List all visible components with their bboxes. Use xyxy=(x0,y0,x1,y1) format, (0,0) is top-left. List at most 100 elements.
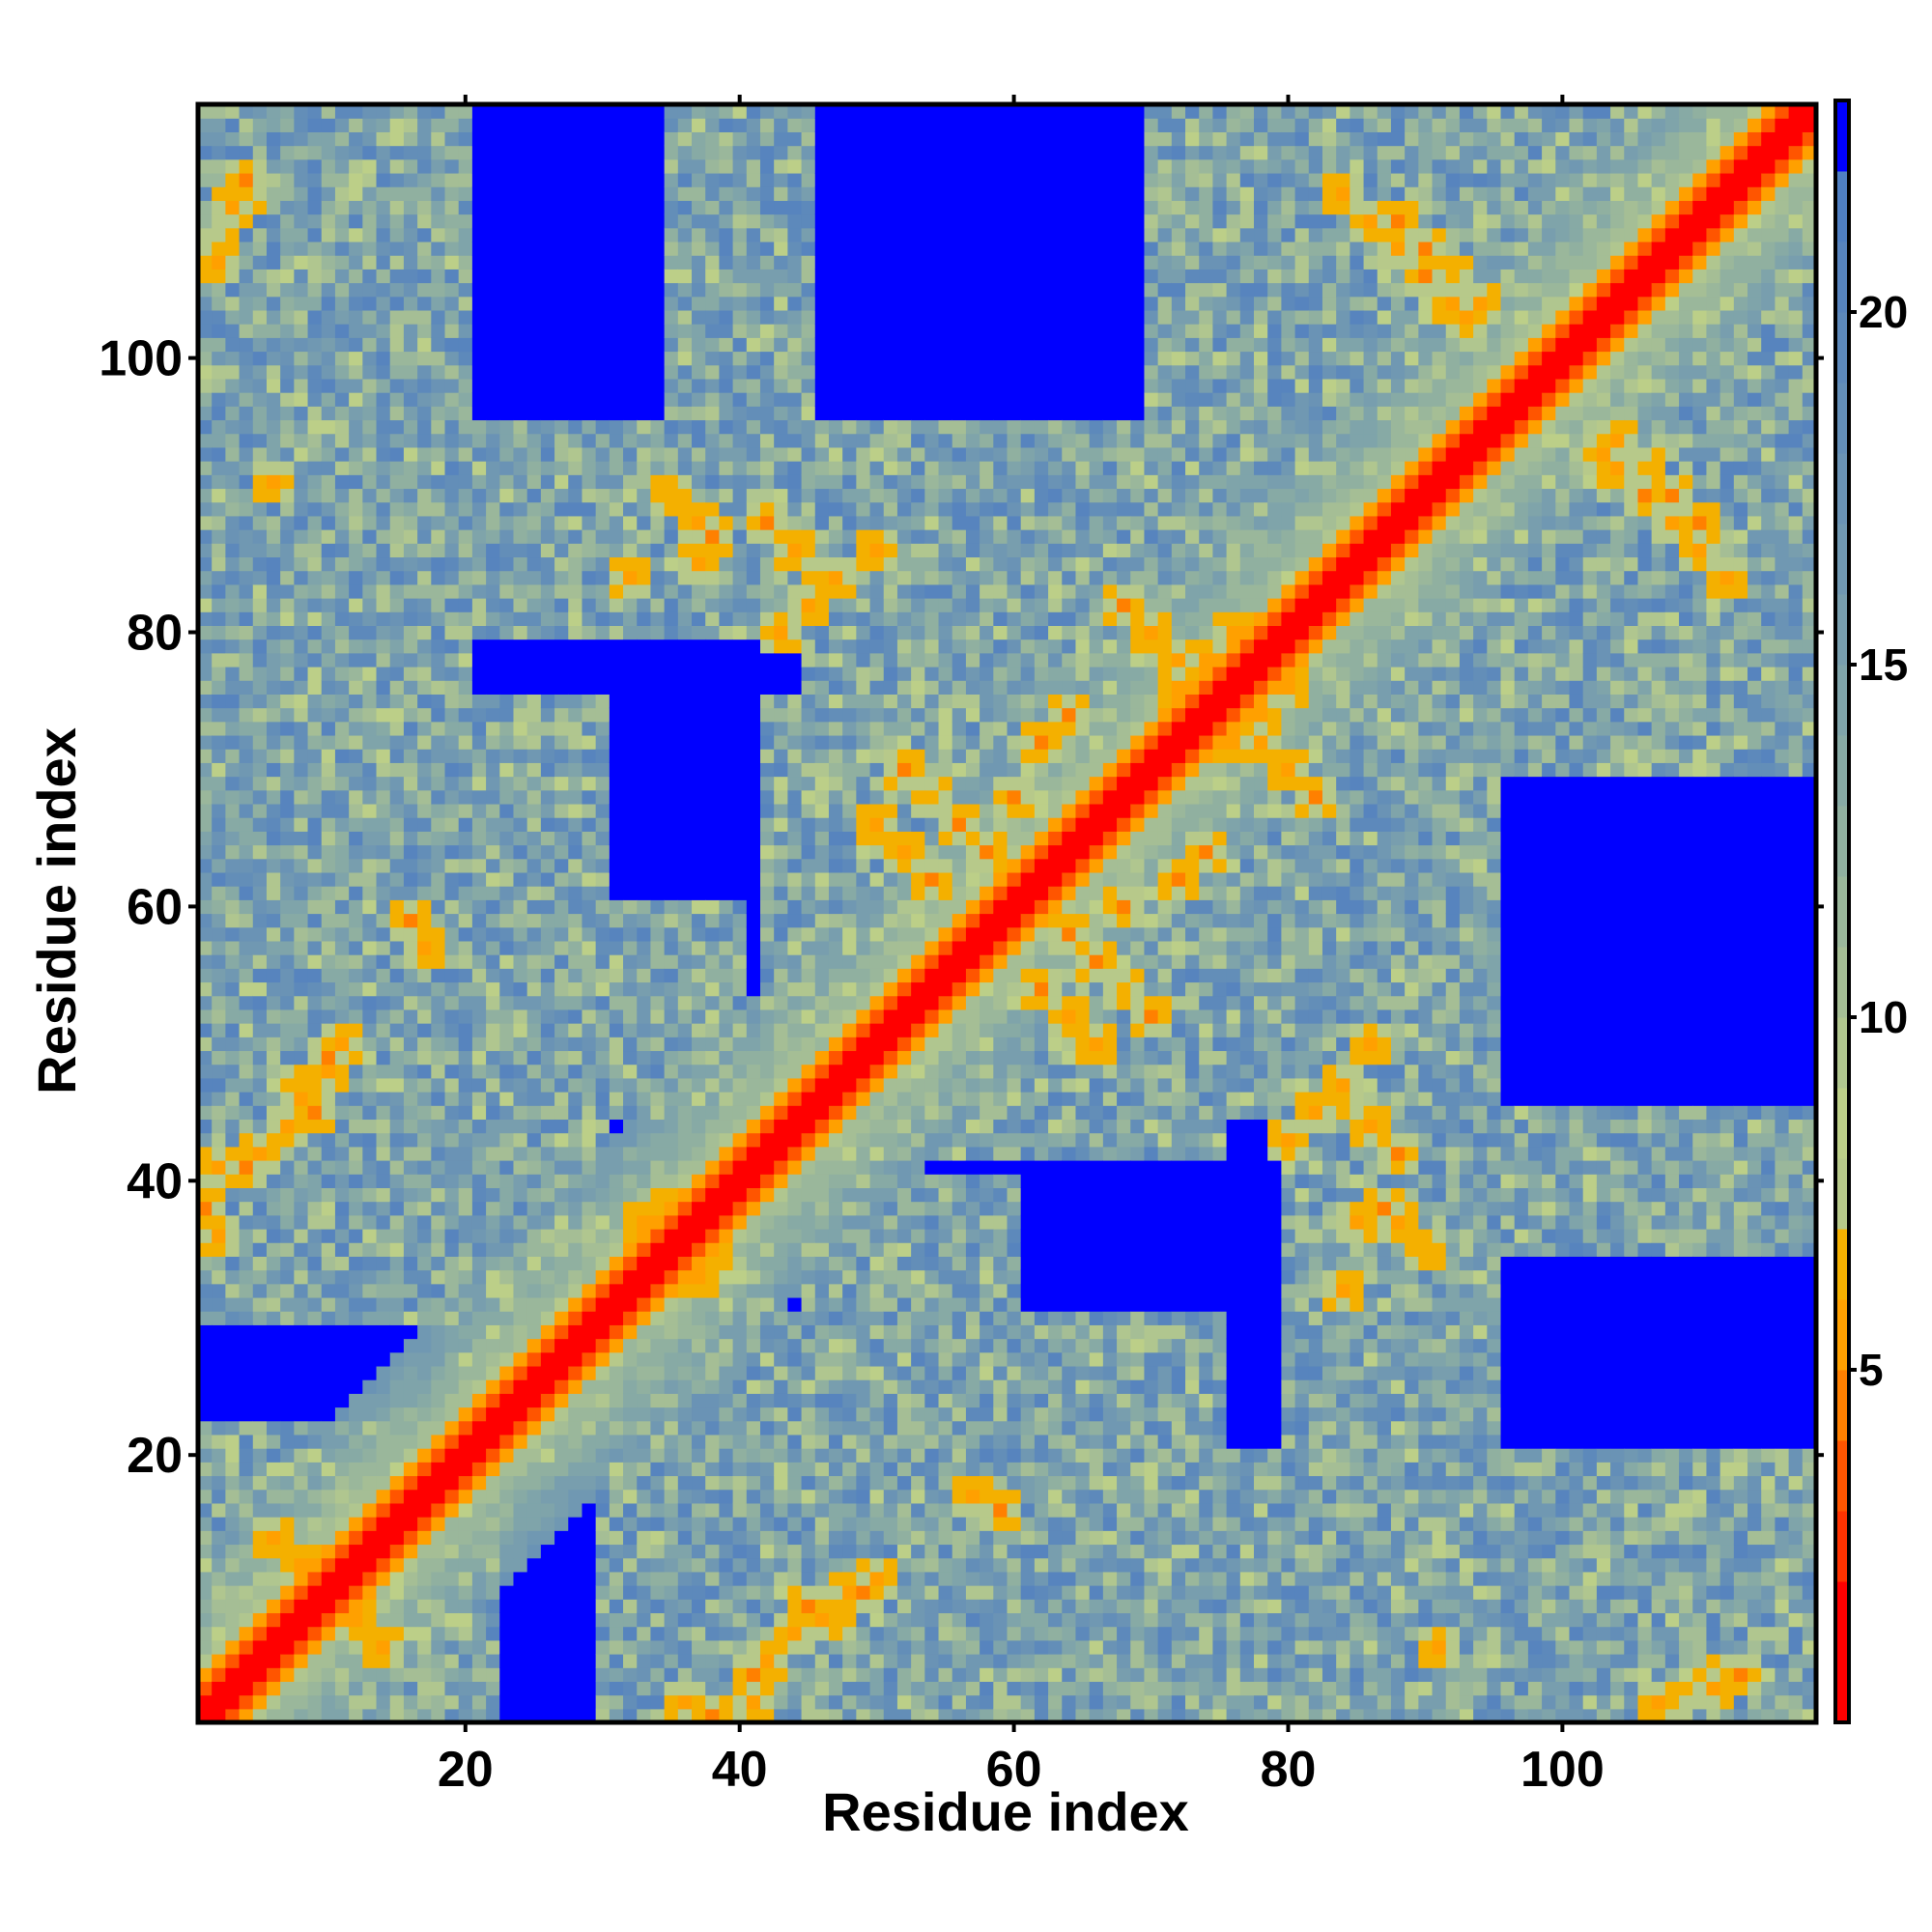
heatmap-cell xyxy=(568,1517,583,1531)
heatmap-cell xyxy=(444,1502,460,1518)
heatmap-cell xyxy=(334,583,350,599)
heatmap-cell xyxy=(321,625,336,640)
heatmap-cell xyxy=(212,1489,226,1504)
heatmap-cell xyxy=(362,145,378,160)
heatmap-cell xyxy=(252,1694,268,1710)
heatmap-cell xyxy=(513,1694,528,1710)
heatmap-cell xyxy=(499,1037,515,1052)
heatmap-cell xyxy=(540,1557,555,1573)
heatmap-cell xyxy=(225,1502,241,1518)
heatmap-cell xyxy=(252,1283,268,1298)
heatmap-cell xyxy=(732,694,748,709)
heatmap-cell xyxy=(595,1009,611,1024)
heatmap-cell xyxy=(650,200,666,215)
heatmap-cell xyxy=(403,1064,418,1079)
heatmap-cell xyxy=(458,570,473,585)
heatmap-cell xyxy=(349,378,363,393)
heatmap-cell xyxy=(637,1475,652,1491)
heatmap-cell xyxy=(595,858,611,873)
heatmap-cell xyxy=(266,1351,281,1367)
heatmap-cell xyxy=(513,145,528,160)
heatmap-cell xyxy=(471,598,487,612)
heatmap-cell xyxy=(362,598,378,612)
heatmap-cell xyxy=(759,241,775,256)
heatmap-cell xyxy=(595,309,611,325)
heatmap-cell xyxy=(444,364,460,380)
heatmap-cell xyxy=(417,1242,432,1257)
heatmap-cell xyxy=(444,309,460,325)
heatmap-cell xyxy=(705,378,720,393)
heatmap-cell xyxy=(431,515,446,530)
heatmap-cell xyxy=(637,1050,652,1065)
heatmap-cell xyxy=(513,1502,528,1518)
heatmap-cell xyxy=(526,433,542,448)
heatmap-cell xyxy=(334,104,350,119)
heatmap-cell xyxy=(225,1420,241,1435)
heatmap-cell xyxy=(239,652,254,668)
heatmap-cell xyxy=(609,1351,624,1367)
heatmap-cell xyxy=(705,1365,720,1380)
heatmap-cell xyxy=(252,269,268,284)
heatmap-cell xyxy=(595,172,611,187)
heatmap-cell xyxy=(692,831,706,846)
heatmap-cell xyxy=(540,1064,555,1079)
heatmap-cell xyxy=(650,625,666,640)
heatmap-cell xyxy=(471,1393,487,1408)
heatmap-cell xyxy=(458,1311,473,1325)
heatmap-cell xyxy=(568,1283,583,1298)
heatmap-cell xyxy=(705,1214,720,1230)
heatmap-cell xyxy=(746,639,761,654)
heatmap-cell xyxy=(225,324,241,338)
heatmap-cell xyxy=(637,666,652,681)
heatmap-cell xyxy=(746,1654,761,1668)
heatmap-cell xyxy=(471,1612,487,1628)
heatmap-cell xyxy=(746,666,761,681)
heatmap-cell xyxy=(609,1132,624,1148)
heatmap-cell xyxy=(266,1462,281,1477)
heatmap-cell xyxy=(376,1174,391,1188)
heatmap-cell xyxy=(595,1448,611,1463)
heatmap-cell xyxy=(486,118,500,132)
heatmap-cell xyxy=(719,488,734,503)
heatmap-cell xyxy=(677,652,693,668)
heatmap-cell xyxy=(334,461,350,475)
heatmap-cell xyxy=(403,406,418,421)
heatmap-cell xyxy=(554,1448,569,1463)
heatmap-cell xyxy=(540,858,555,873)
heatmap-cell xyxy=(417,131,432,147)
heatmap-cell xyxy=(568,1626,583,1641)
heatmap-cell xyxy=(650,954,666,969)
heatmap-cell xyxy=(444,501,460,517)
heatmap-cell xyxy=(239,968,254,983)
heatmap-cell xyxy=(431,926,446,942)
heatmap-cell xyxy=(362,296,378,311)
heatmap-cell xyxy=(321,351,336,366)
heatmap-cell xyxy=(705,1064,720,1079)
heatmap-cell xyxy=(719,227,734,242)
heatmap-cell xyxy=(431,186,446,201)
heatmap-cell xyxy=(198,392,213,407)
heatmap-cell xyxy=(582,749,597,763)
heatmap-cell xyxy=(417,913,432,928)
heatmap-cell xyxy=(677,1324,693,1340)
heatmap-cell xyxy=(458,131,473,147)
heatmap-cell xyxy=(513,351,528,366)
heatmap-cell xyxy=(650,899,666,915)
heatmap-cell xyxy=(417,721,432,736)
heatmap-cell xyxy=(280,694,295,709)
heatmap-cell xyxy=(389,1365,405,1380)
heatmap-cell xyxy=(719,515,734,530)
heatmap-cell xyxy=(526,419,542,435)
heatmap-cell xyxy=(362,118,378,132)
heatmap-cell xyxy=(362,981,378,997)
heatmap-cell xyxy=(486,269,500,284)
heatmap-cell xyxy=(252,1667,268,1683)
heatmap-cell xyxy=(471,1023,487,1037)
heatmap-cell xyxy=(759,940,775,955)
heatmap-cell xyxy=(540,886,555,900)
heatmap-cell xyxy=(198,926,213,942)
heatmap-cell xyxy=(389,1324,405,1340)
heatmap-cell xyxy=(294,1544,309,1559)
heatmap-cell xyxy=(540,1420,555,1435)
heatmap-cell xyxy=(376,172,391,187)
